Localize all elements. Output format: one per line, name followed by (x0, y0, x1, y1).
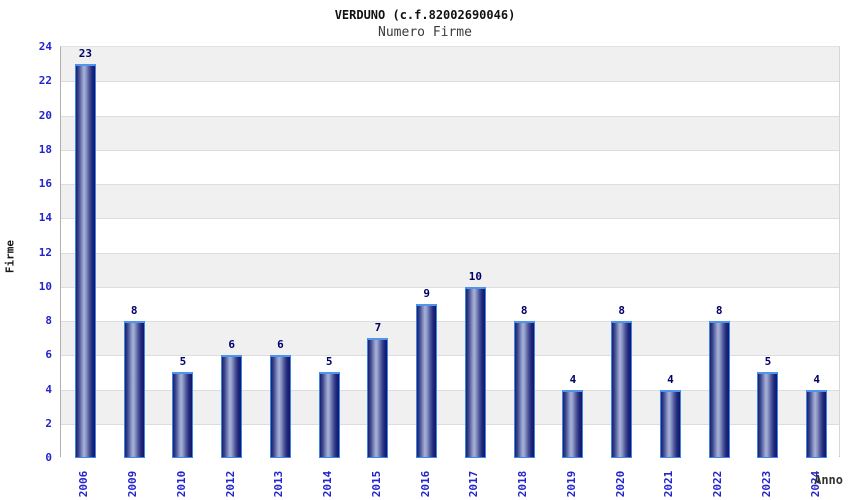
bar-2023 (757, 372, 779, 458)
bar-value-label: 6 (228, 338, 235, 352)
chart-subtitle: Numero Firme (378, 25, 472, 40)
bar-value-label: 10 (468, 269, 482, 283)
gridline (61, 286, 839, 288)
bar-value-label: 8 (715, 304, 723, 317)
y-tick-label: 14 (38, 211, 52, 225)
gridline (61, 218, 839, 220)
y-tick-label: 24 (38, 40, 52, 53)
gridline (61, 355, 839, 357)
bar-2016 (416, 303, 438, 458)
x-tick-label: 2023 (759, 470, 773, 498)
gridline (61, 81, 839, 83)
bar-2015 (367, 338, 389, 458)
y-tick-label: 18 (38, 142, 52, 156)
bar-value-label: 5 (764, 355, 772, 369)
bar-value-label: 9 (423, 286, 430, 300)
gridline (61, 115, 839, 117)
bar-value-label: 6 (277, 338, 284, 352)
bar-2019 (562, 389, 584, 458)
plot-band (61, 115, 839, 150)
y-tick-label: 0 (45, 451, 52, 464)
bar-2009 (123, 321, 145, 458)
gridline (61, 423, 839, 425)
y-tick-label: 8 (45, 314, 52, 327)
plot-band (61, 184, 839, 219)
bar-2010 (172, 372, 194, 458)
y-tick-label: 6 (45, 348, 52, 362)
x-tick-label: 2020 (613, 470, 627, 498)
bar-value-label: 7 (374, 321, 382, 335)
bar-2024 (806, 389, 828, 458)
chart-title: VERDUNO (c.f.82002690046) (334, 8, 516, 22)
bar-value-label: 8 (130, 304, 138, 317)
y-tick-label: 12 (38, 245, 52, 259)
bar-2012 (221, 355, 243, 458)
y-tick-label: 10 (38, 279, 52, 293)
bar-value-label: 23 (78, 47, 92, 61)
bar-2021 (659, 389, 681, 458)
plot-band (61, 47, 839, 82)
gridline (61, 389, 839, 391)
plot-band (61, 149, 839, 184)
x-tick-label: 2009 (126, 470, 140, 498)
x-tick-label: 2021 (662, 470, 676, 498)
bar-value-label: 4 (813, 372, 820, 386)
bar-value-label: 4 (569, 372, 577, 386)
bar-2006 (74, 64, 96, 458)
plot-band (61, 252, 839, 287)
bar-value-label: 5 (179, 355, 187, 369)
x-tick-label: 2012 (223, 470, 237, 498)
gridline (61, 184, 839, 185)
bar-2014 (318, 372, 340, 458)
x-tick-label: 2018 (516, 470, 530, 498)
x-tick-label: 2013 (272, 470, 286, 498)
plot-area: 23 8 5 6 6 5 7 9 10 8 4 8 4 8 5 4 (60, 46, 840, 458)
y-tick-label: 22 (38, 74, 52, 88)
x-tick-label: 2017 (467, 470, 481, 498)
bar-2022 (708, 321, 730, 458)
bar-2020 (611, 321, 633, 458)
x-tick-label: 2006 (77, 470, 91, 498)
bar-value-label: 8 (618, 304, 625, 317)
bar-2017 (464, 286, 486, 458)
bar-2013 (269, 355, 291, 458)
x-tick-label: 2014 (321, 470, 335, 498)
bar-2018 (513, 321, 535, 458)
x-tick-label: 2010 (174, 470, 188, 498)
plot-band (61, 286, 839, 321)
x-tick-label: 2019 (564, 470, 578, 498)
x-axis-label: Anno (814, 473, 843, 487)
bar-value-label: 4 (667, 372, 674, 386)
x-tick-label: 2022 (711, 470, 725, 498)
gridline (61, 321, 839, 322)
plot-band (61, 218, 839, 253)
y-tick-label: 16 (38, 177, 52, 190)
x-tick-label: 2016 (418, 470, 432, 498)
y-tick-label: 20 (38, 108, 52, 122)
bar-value-label: 8 (520, 304, 528, 317)
gridline (61, 252, 839, 254)
y-tick-label: 4 (45, 382, 52, 396)
x-tick-label: 2015 (369, 470, 383, 498)
y-tick-label: 2 (45, 416, 52, 430)
plot-band (61, 81, 839, 116)
bar-value-label: 5 (325, 355, 333, 369)
gridline (61, 149, 839, 151)
